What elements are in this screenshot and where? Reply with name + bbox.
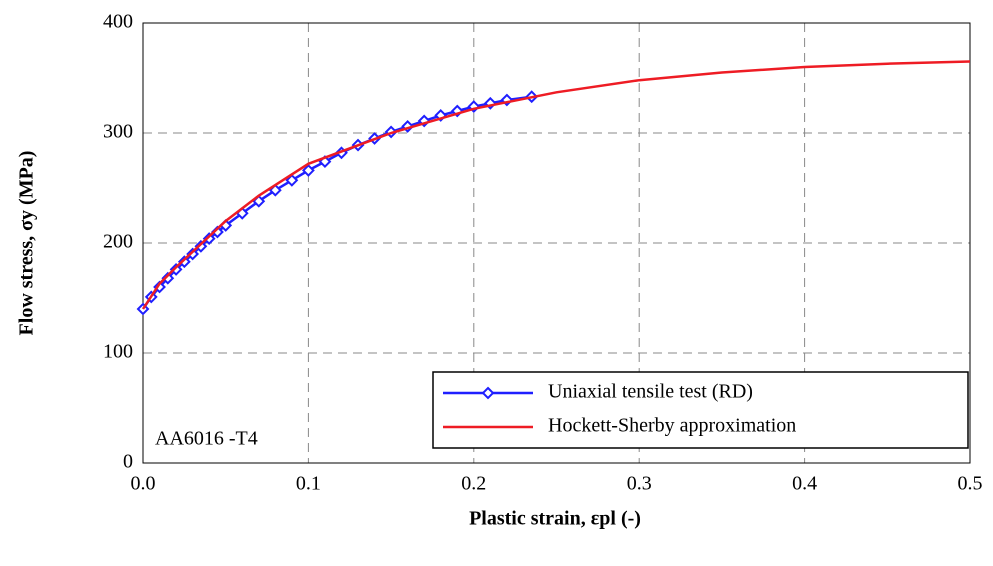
y-axis-label: Flow stress, σy (MPa) bbox=[16, 151, 38, 336]
data-point bbox=[169, 262, 183, 276]
legend-box bbox=[432, 371, 969, 449]
data-point bbox=[202, 232, 216, 246]
x-tick-label: 0.4 bbox=[792, 473, 817, 495]
data-point bbox=[301, 163, 315, 177]
y-tick-label: 300 bbox=[103, 121, 133, 143]
data-point bbox=[177, 255, 191, 269]
series-line bbox=[141, 60, 971, 310]
legend-label: Hockett-Sherby approximation bbox=[548, 415, 796, 437]
x-tick-label: 0.2 bbox=[461, 473, 486, 495]
plot-frame bbox=[142, 22, 971, 464]
data-point bbox=[161, 271, 175, 285]
y-tick-label: 200 bbox=[103, 231, 133, 253]
y-tick-label: 100 bbox=[103, 341, 133, 363]
data-point bbox=[194, 239, 208, 253]
x-axis-label: Plastic strain, εpl (-) bbox=[469, 508, 641, 530]
y-tick-label: 400 bbox=[103, 11, 133, 33]
annotation: AA6016 -T4 bbox=[155, 428, 258, 450]
x-tick-label: 0.1 bbox=[296, 473, 321, 495]
x-tick-label: 0.0 bbox=[131, 473, 156, 495]
legend-marker bbox=[481, 386, 495, 400]
y-tick-label: 0 bbox=[123, 451, 133, 473]
data-point bbox=[186, 247, 200, 261]
x-tick-label: 0.5 bbox=[958, 473, 983, 495]
data-point bbox=[285, 173, 299, 187]
legend-label: Uniaxial tensile test (RD) bbox=[548, 381, 753, 403]
x-tick-label: 0.3 bbox=[627, 473, 652, 495]
